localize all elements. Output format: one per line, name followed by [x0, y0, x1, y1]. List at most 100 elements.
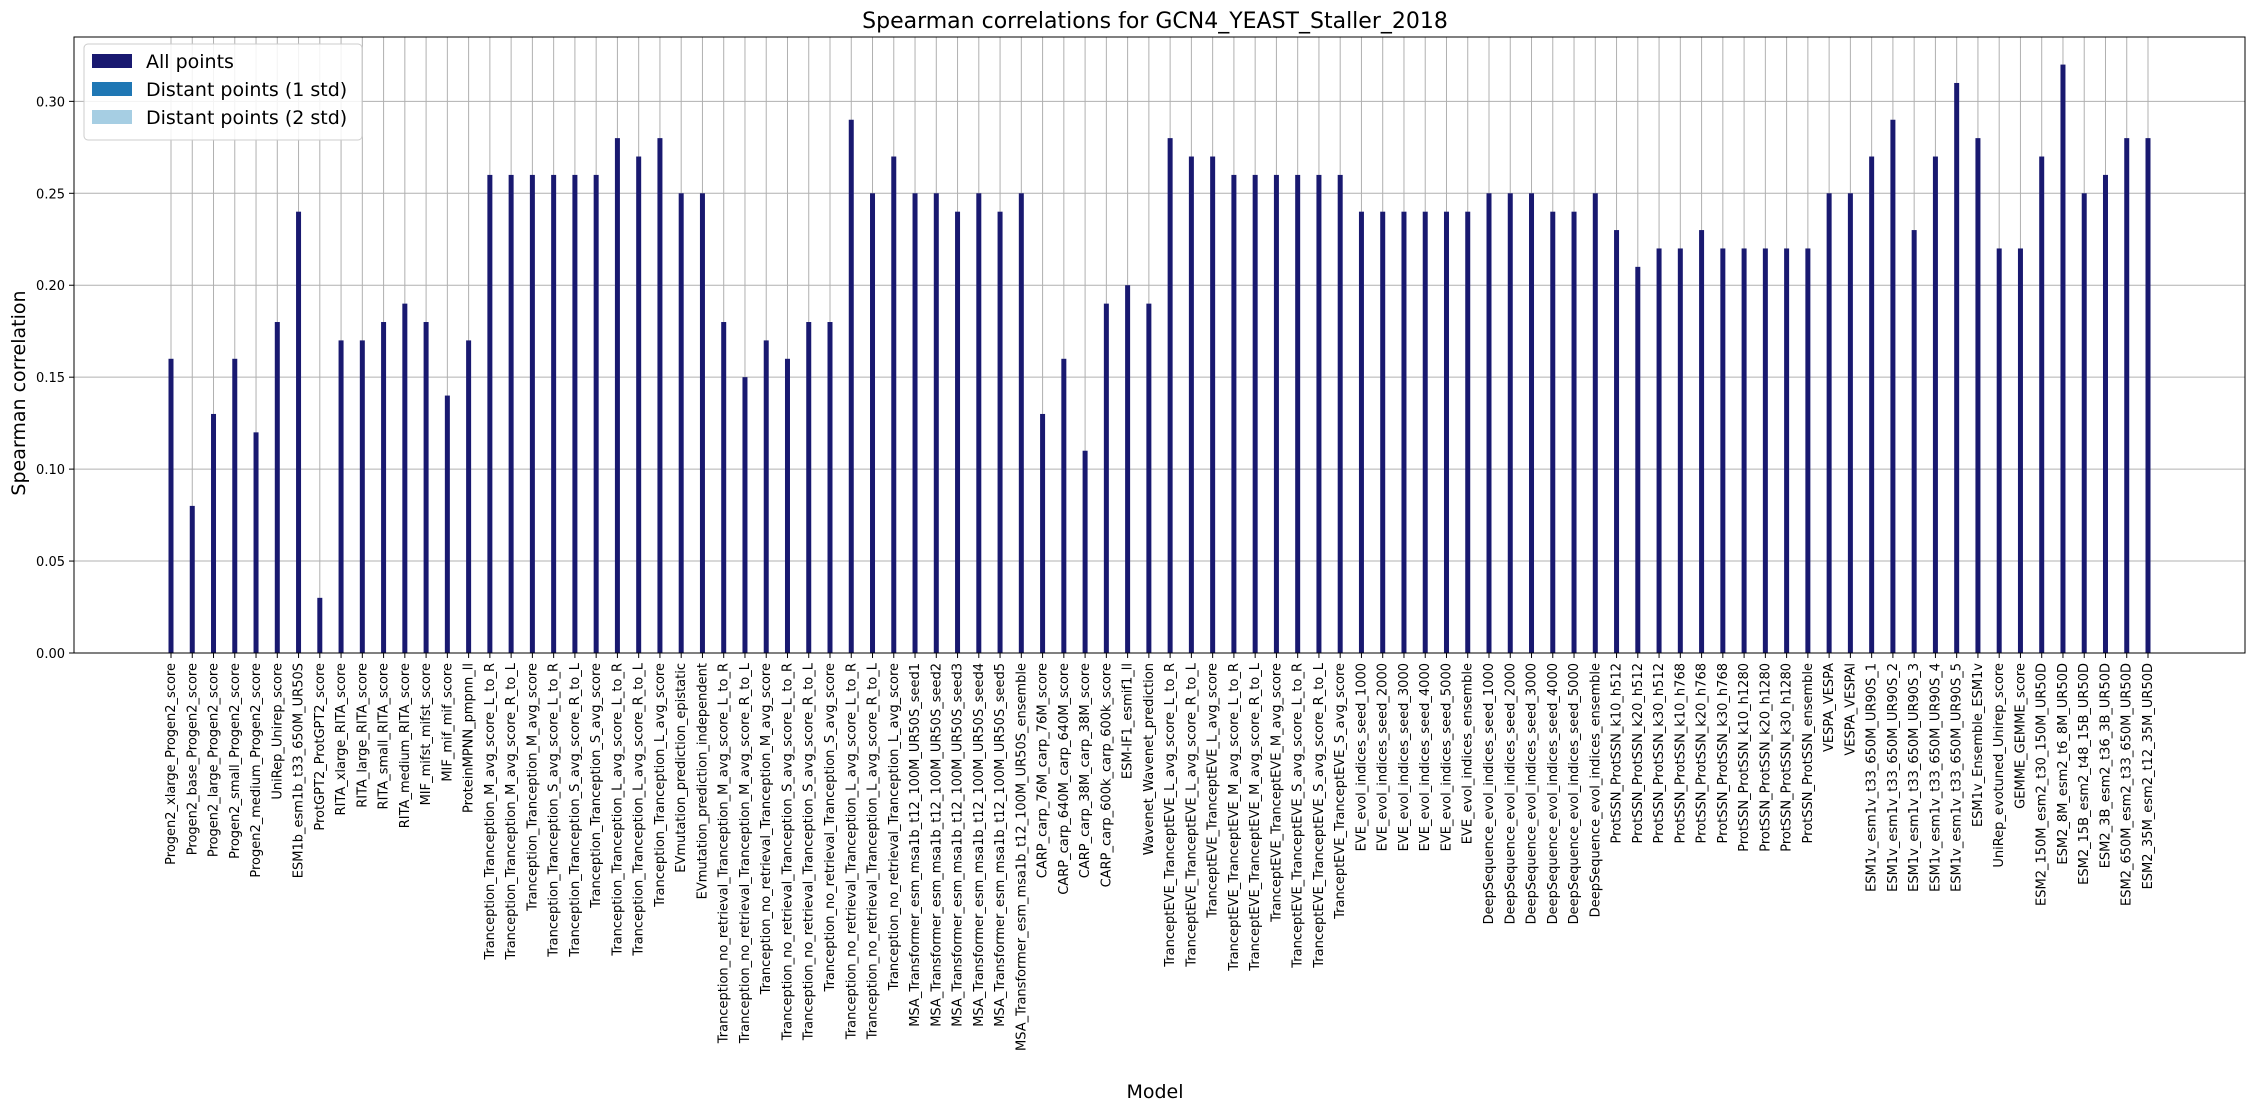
- y-tick-label: 0.15: [36, 371, 65, 386]
- bar-all-points: [1550, 211, 1556, 653]
- x-tick-label: Progen2_xlarge_Progen2_score: [164, 663, 179, 865]
- x-tick-label: ESM1v_esm1v_t33_650M_UR90S_1: [1865, 663, 1880, 892]
- x-tick-label: RITA_large_RITA_score: [355, 663, 370, 808]
- bar-all-points: [1040, 413, 1046, 653]
- bar-all-points: [1337, 174, 1343, 653]
- bar-all-points: [1932, 156, 1938, 653]
- x-tick-label: Tranception_no_retrieval_Tranception_L_a…: [844, 663, 859, 1040]
- x-tick-label: VESPA_VESPA: [1822, 663, 1837, 752]
- x-tick-label: MSA_Transformer_esm_msa1b_t12_100M_UR50S…: [1014, 663, 1029, 1051]
- bar-all-points: [338, 340, 344, 653]
- y-tick-label: 0.30: [36, 95, 65, 110]
- y-tick-label: 0.10: [36, 463, 65, 478]
- x-tick-label: Tranception_Tranception_S_avg_score_L_to…: [547, 663, 562, 958]
- bar-all-points: [1826, 193, 1832, 653]
- x-tick-label: ProtSSN_ProtSSN_k20_h512: [1631, 663, 1646, 844]
- x-tick-label: DeepSequence_evol_indices_seed_1000: [1482, 663, 1497, 924]
- bar-all-points: [976, 193, 982, 653]
- x-tick-label: ESM2_8M_esm2_t6_8M_UR50D: [2056, 663, 2071, 865]
- x-tick-label: ProtSSN_ProtSSN_ensemble: [1801, 663, 1816, 843]
- x-tick-label: CARP_carp_600k_carp_600k_score: [1099, 663, 1114, 887]
- bar-all-points: [1358, 211, 1364, 653]
- x-tick-label: MIF_mifst_mifst_score: [419, 663, 434, 805]
- legend-label-distant-2std: Distant points (2 std): [146, 107, 347, 129]
- x-tick-label: Tranception_Tranception_L_avg_score_R_to…: [632, 662, 647, 956]
- x-tick-label: ESM1v_esm1v_t33_650M_UR90S_5: [1950, 663, 1965, 892]
- x-tick-label: ProtSSN_ProtSSN_k20_h1280: [1758, 663, 1773, 852]
- bar-all-points: [1422, 211, 1428, 653]
- bar-all-points: [806, 322, 812, 653]
- x-tick-label: RITA_small_RITA_score: [377, 663, 392, 809]
- x-tick-label: MSA_Transformer_esm_msa1b_t12_100M_UR50S…: [951, 663, 966, 1027]
- x-tick-label: RITA_medium_RITA_score: [398, 663, 413, 828]
- x-tick-label: EVE_evol_indices_seed_3000: [1397, 663, 1412, 851]
- x-tick-label: TranceptEVE_TranceptEVE_S_avg_score_L_to…: [1291, 663, 1306, 969]
- bar-all-points: [763, 340, 769, 653]
- x-tick-label: GEMME_GEMME_score: [2013, 663, 2028, 809]
- x-tick-label: DeepSequence_evol_indices_ensemble: [1588, 663, 1603, 917]
- bar-all-points: [1890, 119, 1896, 653]
- bar-all-points: [1592, 193, 1598, 653]
- y-tick-label: 0.05: [36, 555, 65, 570]
- x-tick-label: ESM2_35M_esm2_t12_35M_UR50D: [2141, 663, 2156, 889]
- x-tick-label: DeepSequence_evol_indices_seed_3000: [1525, 663, 1540, 924]
- legend-box: [83, 43, 363, 141]
- bar-all-points: [870, 193, 876, 653]
- bar-all-points: [1061, 358, 1067, 653]
- x-tick-label: UniRep_evotuned_Unirep_score: [1992, 663, 2007, 868]
- bar-all-points: [2081, 193, 2087, 653]
- x-tick-label: EVE_evol_indices_ensemble: [1461, 663, 1476, 844]
- bar-all-points: [1677, 248, 1683, 653]
- bar-all-points: [1869, 156, 1875, 653]
- x-tick-label: ESM1v_esm1v_t33_650M_UR90S_3: [1907, 663, 1922, 892]
- legend-swatch-all-points: [92, 54, 132, 68]
- x-tick-label: ESM-IF1_esmif1_ll: [1121, 663, 1136, 779]
- bar-all-points: [402, 303, 408, 653]
- x-tick-label: MSA_Transformer_esm_msa1b_t12_100M_UR50S…: [993, 663, 1008, 1027]
- bar-all-points: [2017, 248, 2023, 653]
- bar-all-points: [1103, 303, 1109, 653]
- bar-all-points: [487, 174, 493, 653]
- x-tick-label: Tranception_Tranception_M_avg_score_L_to…: [483, 663, 498, 961]
- bar-all-points: [1741, 248, 1747, 653]
- bar-all-points: [1146, 303, 1152, 653]
- bar-all-points: [997, 211, 1003, 653]
- legend-swatch-distant-1std: [92, 82, 132, 96]
- x-tick-label: ESM1v_esm1v_t33_650M_UR90S_4: [1928, 663, 1943, 892]
- x-tick-label: MSA_Transformer_esm_msa1b_t12_100M_UR50S…: [908, 663, 923, 1027]
- legend-label-all-points: All points: [146, 51, 234, 73]
- bar-all-points: [1847, 193, 1853, 653]
- x-tick-label: Tranception_Tranception_M_avg_score_R_to…: [504, 662, 519, 960]
- bar-all-points: [444, 395, 450, 653]
- bar-all-points: [593, 174, 599, 653]
- bar-all-points: [211, 413, 217, 653]
- x-tick-label: Progen2_base_Progen2_score: [185, 663, 200, 855]
- x-tick-label: EVE_evol_indices_seed_1000: [1354, 663, 1369, 851]
- bar-all-points: [678, 193, 684, 653]
- x-tick-label: Tranception_no_retrieval_Tranception_M_a…: [759, 663, 774, 995]
- bar-all-points: [1167, 138, 1173, 653]
- bars: [168, 64, 2151, 653]
- bar-all-points: [1252, 174, 1258, 653]
- bar-all-points: [1699, 230, 1705, 653]
- x-tick-label: VESPA_VESPAl: [1843, 663, 1858, 756]
- x-tick-label: ProtSSN_ProtSSN_k30_h768: [1716, 663, 1731, 844]
- x-tick-label: Tranception_Tranception_M_avg_score: [525, 663, 540, 912]
- x-tick-label: Tranception_no_retrieval_Tranception_L_a…: [866, 662, 881, 1040]
- x-tick-label: ProtSSN_ProtSSN_k30_h512: [1652, 663, 1667, 844]
- x-tick-label: EVmutation_prediction_independent: [695, 663, 710, 899]
- x-tick-label: RITA_xlarge_RITA_score: [334, 663, 349, 815]
- x-tick-label: Tranception_no_retrieval_Tranception_S_a…: [802, 662, 817, 1041]
- bar-all-points: [912, 193, 918, 653]
- bar-all-points: [1231, 174, 1237, 653]
- x-axis-title: Model: [1126, 1081, 1183, 1103]
- bar-all-points: [381, 322, 387, 653]
- x-tick-label: TranceptEVE_TranceptEVE_M_avg_score_L_to…: [1227, 663, 1242, 972]
- x-tick-label: Progen2_small_Progen2_score: [228, 663, 243, 859]
- bar-all-points: [1784, 248, 1790, 653]
- x-tick-label: MIF_mif_mif_score: [440, 663, 455, 782]
- x-tick-label: Tranception_no_retrieval_Tranception_L_a…: [887, 663, 902, 991]
- bar-all-points: [1571, 211, 1577, 653]
- bar-all-points: [1975, 138, 1981, 653]
- x-tick-label: CARP_carp_76M_carp_76M_score: [1036, 663, 1051, 878]
